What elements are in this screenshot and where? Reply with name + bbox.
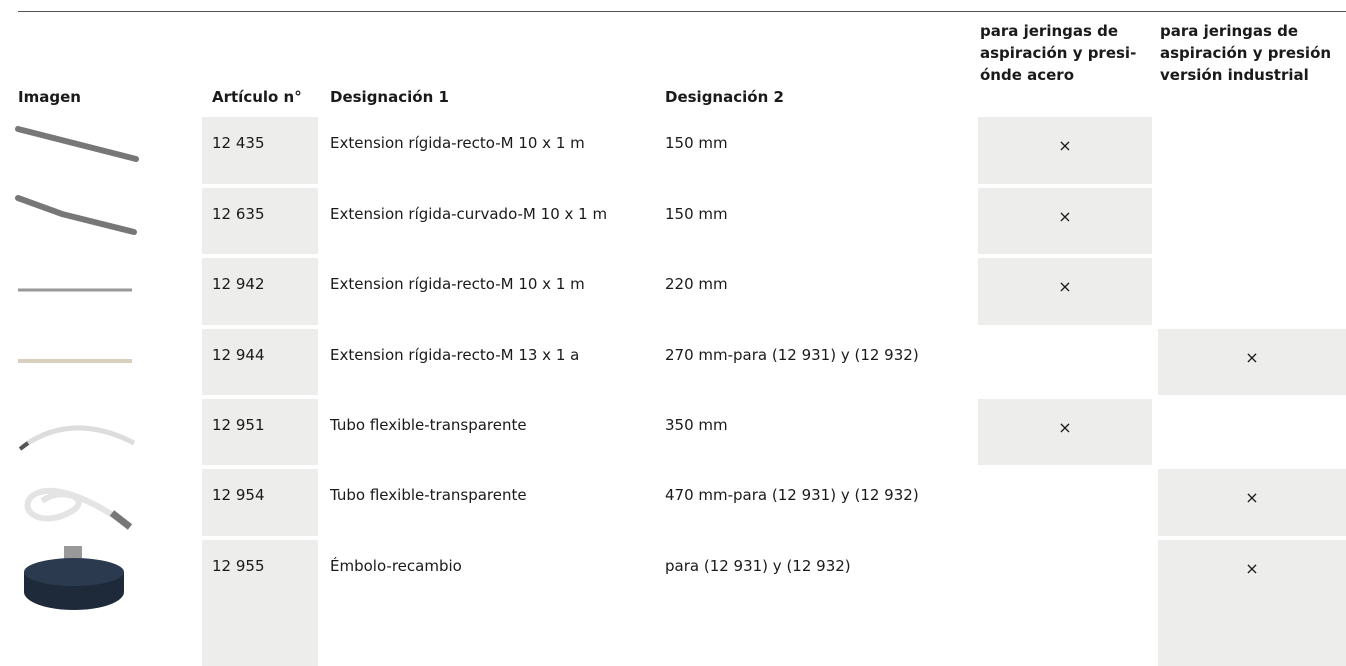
article-shade	[202, 258, 318, 325]
industrial-mark: ×	[1245, 559, 1259, 578]
header-article: Artículo n°	[212, 88, 302, 106]
product-image	[12, 331, 142, 395]
designation-1: Émbolo-recambio	[330, 557, 462, 575]
header-line: para jeringas de	[1160, 22, 1299, 40]
article: 12 954	[212, 486, 265, 504]
industrial-shade	[1158, 540, 1346, 666]
steel-shade	[978, 117, 1152, 184]
steel-shade	[978, 188, 1152, 254]
product-image	[12, 401, 142, 465]
designation-1: Tubo flexible-transparente	[330, 416, 527, 434]
product-image	[12, 190, 142, 254]
steel-mark: ×	[1058, 418, 1072, 437]
designation-1: Tubo flexible-transparente	[330, 486, 527, 504]
header-line: aspiración y presi-	[980, 44, 1137, 62]
article: 12 955	[212, 557, 265, 575]
article-shade	[202, 540, 318, 666]
header-line: versión industrial	[1160, 66, 1309, 84]
header-line: ónde acero	[980, 66, 1075, 84]
industrial-shade	[1158, 329, 1346, 395]
product-image	[12, 471, 142, 536]
header-designation-1: Designación 1	[330, 88, 449, 106]
article-shade	[202, 399, 318, 465]
header-line: para jeringas de	[980, 22, 1119, 40]
article: 12 635	[212, 205, 265, 223]
industrial-shade	[1158, 469, 1346, 536]
designation-2: 150 mm	[665, 134, 728, 152]
steel-mark: ×	[1058, 136, 1072, 155]
designation-2: 150 mm	[665, 205, 728, 223]
steel-mark: ×	[1058, 277, 1072, 296]
designation-2: para (12 931) y (12 932)	[665, 557, 851, 575]
designation-2: 270 mm-para (12 931) y (12 932)	[665, 346, 919, 364]
article-shade	[202, 329, 318, 395]
steel-shade	[978, 399, 1152, 465]
article-shade	[202, 117, 318, 184]
steel-shade	[978, 258, 1152, 325]
article: 12 942	[212, 275, 265, 293]
header-line: aspiración y presión	[1160, 44, 1332, 62]
industrial-mark: ×	[1245, 348, 1259, 367]
designation-2: 470 mm-para (12 931) y (12 932)	[665, 486, 919, 504]
top-rule	[18, 11, 1346, 12]
article: 12 944	[212, 346, 265, 364]
article: 12 951	[212, 416, 265, 434]
header-steel: para jeringas de aspiración y presi- ónd…	[980, 20, 1136, 86]
steel-mark: ×	[1058, 207, 1072, 226]
designation-1: Extension rígida-recto-M 10 x 1 m	[330, 134, 585, 152]
article: 12 435	[212, 134, 265, 152]
product-image	[12, 542, 142, 666]
article-shade	[202, 469, 318, 536]
header-image: Imagen	[18, 88, 81, 106]
designation-1: Extension rígida-recto-M 10 x 1 m	[330, 275, 585, 293]
designation-1: Extension rígida-curvado-M 10 x 1 m	[330, 205, 608, 223]
header-designation-2: Designación 2	[665, 88, 784, 106]
industrial-mark: ×	[1245, 488, 1259, 507]
product-image	[12, 119, 142, 184]
designation-2: 220 mm	[665, 275, 728, 293]
product-image	[12, 260, 142, 325]
designation-1: Extension rígida-recto-M 13 x 1 a	[330, 346, 580, 364]
article-shade	[202, 188, 318, 254]
header-industrial: para jeringas de aspiración y presión ve…	[1160, 20, 1331, 86]
designation-2: 350 mm	[665, 416, 728, 434]
